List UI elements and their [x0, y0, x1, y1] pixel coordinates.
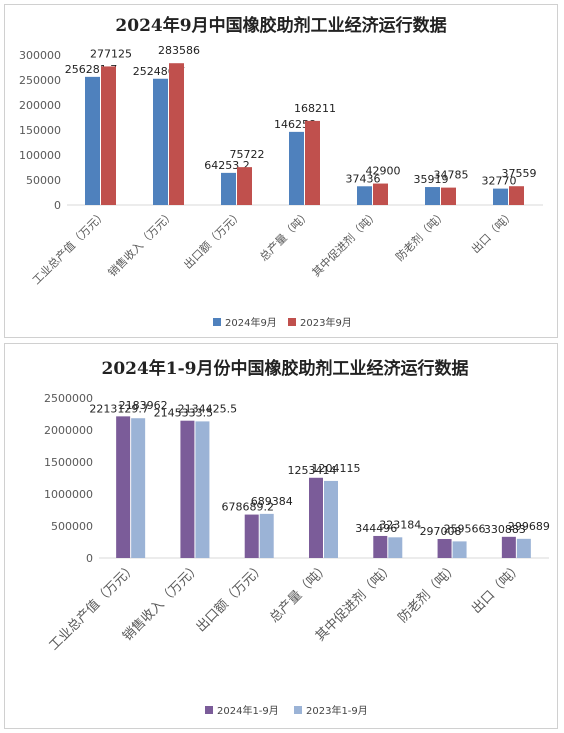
- legend-swatch: [294, 706, 302, 714]
- y-tick-label: 150000: [19, 124, 61, 137]
- legend-swatch: [205, 706, 213, 714]
- bar: [195, 421, 210, 558]
- bar: [437, 538, 452, 558]
- bar: [116, 416, 131, 558]
- chart-ytd: 2024年1-9月份中国橡胶助剂工业经济运行数据 0 500000 1000000 1…: [44, 358, 550, 717]
- bar: [85, 76, 100, 205]
- data-label: 259566: [444, 522, 486, 535]
- y-tick-label: 1500000: [44, 456, 93, 469]
- legend-label: 2024年9月: [225, 316, 277, 329]
- y-tick-label: 0: [54, 199, 61, 212]
- legend-swatch: [213, 318, 221, 326]
- bar: [441, 187, 456, 205]
- legend-label: 2023年1-9月: [306, 704, 368, 717]
- data-label: 2134425.5: [178, 402, 238, 415]
- bar: [237, 167, 252, 205]
- data-label: 75722: [230, 148, 265, 161]
- bar: [259, 513, 274, 558]
- chart-title: 2024年9月中国橡胶助剂工业经济运行数据: [115, 15, 446, 36]
- legend-label: 2023年9月: [300, 316, 352, 329]
- data-label: 678689.2: [221, 501, 274, 514]
- x-category-label: 出口额（万元）: [181, 207, 245, 271]
- x-category-label: 总产量（吨）: [267, 560, 333, 626]
- bar: [357, 186, 372, 205]
- data-label: 283586: [158, 44, 200, 57]
- x-category-label: 其中促进剂（吨）: [309, 207, 381, 279]
- bar: [373, 535, 388, 558]
- data-label: 2145333.5: [154, 407, 214, 420]
- bar: [501, 536, 516, 558]
- data-label: 42900: [366, 165, 401, 178]
- bar: [131, 418, 146, 558]
- y-tick-label: 300000: [19, 49, 61, 62]
- y-tick-label: 0: [86, 552, 93, 565]
- bar: [425, 187, 440, 205]
- data-label: 1204115: [312, 462, 361, 475]
- data-label: 1253414: [288, 464, 337, 477]
- data-label: 37559: [502, 167, 537, 180]
- chart-panel-ytd: 2024年1-9月份中国橡胶助剂工业经济运行数据 0 500000 1000000 1…: [4, 343, 558, 729]
- chart-title: 2024年1-9月份中国橡胶助剂工业经济运行数据: [101, 358, 468, 379]
- bar: [244, 514, 259, 558]
- data-label: 2213129.7: [89, 402, 149, 415]
- bar: [493, 188, 508, 205]
- data-label: 689384: [251, 495, 293, 508]
- data-label: 35919: [414, 173, 449, 186]
- bar: [388, 537, 403, 558]
- data-label: 37436: [346, 172, 381, 185]
- y-tick-label: 2000000: [44, 424, 93, 437]
- bar: [373, 183, 388, 205]
- bar: [324, 480, 338, 558]
- bar: [509, 186, 524, 205]
- bar: [101, 66, 116, 205]
- x-category-label: 出口额（万元）: [194, 560, 269, 635]
- x-category-label: 销售收入（万元）: [105, 207, 177, 279]
- x-category-label: 防老剂（吨）: [393, 207, 450, 264]
- bar: [180, 420, 195, 558]
- data-label: 32770: [482, 175, 517, 188]
- data-label: 2183962: [119, 399, 168, 412]
- x-category-label: 防老剂（吨）: [395, 560, 461, 626]
- data-label: 299689: [508, 520, 550, 533]
- x-category-label: 工业总产值（万元）: [29, 207, 109, 287]
- legend-label: 2024年1-9月: [217, 704, 279, 717]
- bar: [305, 120, 320, 205]
- y-tick-label: 200000: [19, 99, 61, 112]
- bar: [516, 538, 531, 558]
- bar: [169, 63, 184, 205]
- x-category-label: 出口（吨）: [469, 560, 526, 617]
- y-tick-label: 100000: [19, 149, 61, 162]
- data-label: 297008: [420, 525, 462, 538]
- chart-panel-sept: 2024年9月中国橡胶助剂工业经济运行数据 0 50000 100000 150000…: [4, 4, 558, 338]
- bar: [452, 541, 467, 558]
- data-label: 344496: [355, 522, 397, 535]
- bar: [309, 477, 323, 558]
- data-label: 168211: [294, 102, 336, 115]
- x-category-label: 出口（吨）: [468, 207, 517, 256]
- y-tick-label: 500000: [51, 520, 93, 533]
- bar: [289, 131, 304, 205]
- x-category-label: 总产量（吨）: [257, 207, 314, 264]
- y-tick-label: 50000: [26, 174, 61, 187]
- data-label: 34785: [434, 169, 469, 182]
- data-label: 323184: [379, 518, 421, 531]
- data-label: 330883: [484, 523, 526, 536]
- bar: [153, 78, 168, 205]
- data-label: 277125: [90, 47, 132, 60]
- chart-sept: 2024年9月中国橡胶助剂工业经济运行数据 0 50000 100000 150000…: [19, 15, 543, 329]
- legend-swatch: [288, 318, 296, 326]
- y-tick-label: 2500000: [44, 392, 93, 405]
- bar: [221, 172, 236, 205]
- y-tick-label: 250000: [19, 74, 61, 87]
- y-tick-label: 1000000: [44, 488, 93, 501]
